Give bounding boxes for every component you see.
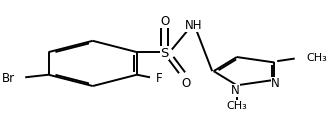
Text: CH₃: CH₃ [306,53,327,63]
Text: F: F [156,72,162,85]
Text: Br: Br [2,72,15,85]
Text: O: O [160,15,169,29]
Text: NH: NH [185,19,202,32]
Text: N: N [271,77,280,91]
Text: N: N [231,84,240,96]
Text: S: S [160,47,169,60]
Text: CH₃: CH₃ [226,101,247,111]
Text: O: O [182,77,191,90]
